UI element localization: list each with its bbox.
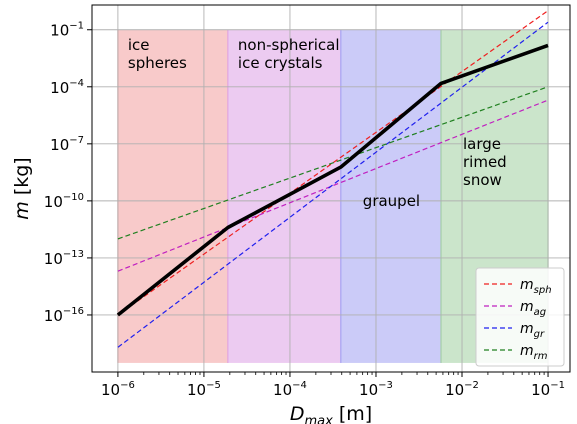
y-axis-label-unit: [kg] bbox=[11, 157, 33, 201]
series-line-m-gr bbox=[117, 21, 549, 348]
region-label-0-1: spheres bbox=[128, 54, 187, 72]
x-tick-label: 10−2 bbox=[445, 380, 479, 399]
y-axis-label-main: m bbox=[11, 201, 33, 220]
region-label-1-0: non-spherical bbox=[238, 36, 340, 54]
y-tick-label: 10−13 bbox=[44, 249, 84, 268]
region-label-1-1: ice crystals bbox=[238, 54, 323, 72]
region-label-3-1: rimed bbox=[463, 153, 507, 171]
x-axis-label-main: D bbox=[290, 403, 305, 424]
series-line-m-rm bbox=[117, 86, 549, 240]
x-tick-label: 10−4 bbox=[273, 380, 307, 399]
y-axis-label: m [kg] bbox=[11, 157, 33, 219]
legend-label: mrm bbox=[520, 343, 548, 362]
x-tick-label: 10−5 bbox=[187, 380, 221, 399]
legend-box bbox=[475, 267, 565, 367]
series-lines bbox=[116, 10, 549, 348]
y-tick-label: 10−16 bbox=[44, 306, 84, 325]
x-tick-label: 10−3 bbox=[359, 380, 393, 399]
x-axis-label-unit: [m] bbox=[333, 403, 372, 424]
y-axis-ticks: 10−16 10−13 10−10 10−7 10−4 10−1 bbox=[44, 21, 92, 325]
y-tick-label: 10−1 bbox=[50, 21, 84, 40]
region-label-3-2: snow bbox=[463, 171, 502, 189]
x-axis-label-sub: max bbox=[304, 414, 333, 424]
y-tick-label: 10−4 bbox=[50, 78, 84, 97]
legend-label: mag bbox=[520, 299, 546, 318]
region-2 bbox=[340, 29, 442, 363]
region-label-2-0: graupel bbox=[363, 192, 420, 210]
region-label-0-0: ice bbox=[128, 36, 150, 54]
x-axis-label: Dmax [m] bbox=[290, 403, 372, 424]
legend-label: msph bbox=[520, 277, 552, 296]
region-0 bbox=[117, 29, 228, 363]
series-line-m-ag bbox=[117, 99, 549, 272]
region-label-3-0: large bbox=[463, 135, 501, 153]
x-tick-label: 10−6 bbox=[101, 380, 135, 399]
legend: msph mag mgr mrm bbox=[475, 267, 565, 367]
regions bbox=[117, 29, 549, 363]
y-tick-label: 10−7 bbox=[50, 135, 84, 154]
x-tick-label: 10−1 bbox=[531, 380, 565, 399]
x-axis-ticks: 10−6 10−5 10−4 10−3 10−2 10−1 bbox=[101, 372, 565, 399]
series-line-combined bbox=[116, 43, 549, 317]
legend-label: mgr bbox=[520, 321, 545, 340]
y-tick-label: 10−10 bbox=[44, 192, 84, 211]
grid bbox=[92, 5, 570, 372]
